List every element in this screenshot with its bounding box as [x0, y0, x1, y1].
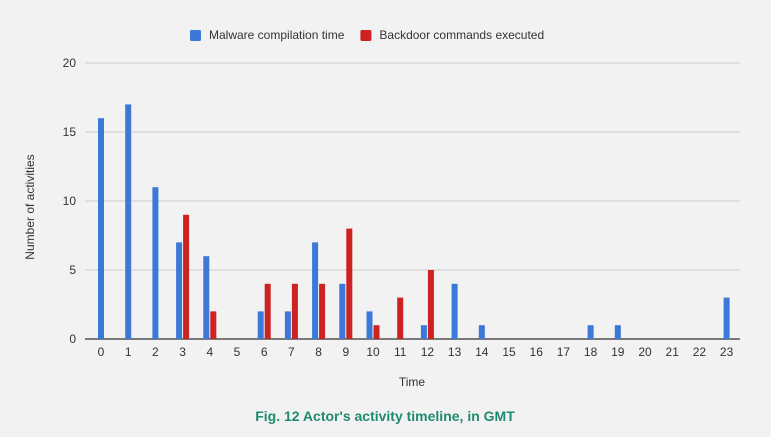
x-tick-label: 15	[502, 345, 516, 359]
malware-compilation-bar	[176, 242, 183, 339]
x-tick-label: 19	[611, 345, 625, 359]
x-tick-label: 14	[475, 345, 489, 359]
y-axis-ticks: 0 5 10 15 20	[63, 56, 77, 346]
backdoor-commands-bar	[373, 325, 380, 339]
malware-compilation-bar	[478, 325, 485, 339]
x-tick-label: 8	[315, 345, 322, 359]
y-tick-label: 0	[69, 332, 76, 346]
y-axis-title: Number of activities	[23, 154, 37, 259]
malware-compilation-bar	[339, 283, 346, 339]
y-tick-label: 20	[63, 56, 77, 70]
x-tick-label: 4	[206, 345, 213, 359]
malware-compilation-bar	[125, 104, 132, 340]
x-tick-label: 23	[720, 345, 734, 359]
x-tick-label: 9	[342, 345, 349, 359]
x-tick-label: 1	[125, 345, 132, 359]
malware-compilation-bar	[152, 187, 159, 339]
bars	[98, 104, 730, 340]
malware-compilation-bar	[284, 311, 291, 339]
malware-compilation-bar	[312, 242, 319, 339]
x-tick-label: 2	[152, 345, 159, 359]
x-tick-label: 16	[530, 345, 544, 359]
x-tick-label: 10	[366, 345, 380, 359]
x-tick-label: 0	[98, 345, 105, 359]
figure-caption: Fig. 12 Actor's activity timeline, in GM…	[255, 408, 515, 424]
gridlines	[85, 62, 740, 340]
backdoor-commands-bar	[346, 228, 353, 339]
x-tick-label: 17	[557, 345, 571, 359]
malware-compilation-bar	[98, 118, 104, 339]
y-tick-label: 15	[63, 125, 77, 139]
backdoor-commands-bar	[183, 214, 190, 339]
malware-compilation-bar	[420, 325, 427, 339]
malware-compilation-bar	[587, 325, 594, 339]
y-tick-label: 5	[69, 263, 76, 277]
y-tick-label: 10	[63, 194, 77, 208]
x-axis-title: Time	[399, 375, 426, 389]
legend-swatch	[190, 30, 201, 41]
malware-compilation-bar	[723, 297, 730, 339]
x-tick-label: 6	[261, 345, 268, 359]
legend-label: Backdoor commands executed	[379, 28, 544, 42]
backdoor-commands-bar	[291, 283, 298, 339]
x-tick-label: 11	[394, 345, 407, 359]
malware-compilation-bar	[366, 311, 373, 339]
x-tick-label: 7	[288, 345, 295, 359]
legend: Malware compilation time Backdoor command…	[190, 28, 544, 42]
x-tick-label: 12	[421, 345, 435, 359]
x-tick-label: 3	[179, 345, 186, 359]
x-axis-ticks: 0 1 2 3 4 5 6 7 8 9 10 11 12 13 14 15 16 17 18 19 20 21 22 23	[98, 345, 734, 359]
x-tick-label: 21	[666, 345, 680, 359]
malware-compilation-bar	[257, 311, 264, 339]
x-tick-label: 13	[448, 345, 462, 359]
legend-swatch	[360, 30, 372, 41]
x-tick-label: 18	[584, 345, 598, 359]
malware-compilation-bar	[451, 283, 458, 339]
malware-compilation-bar	[203, 256, 210, 339]
backdoor-commands-bar	[397, 297, 404, 339]
backdoor-commands-bar	[427, 270, 434, 339]
malware-compilation-bar	[614, 325, 621, 339]
backdoor-commands-bar	[319, 283, 326, 339]
backdoor-commands-bar	[210, 311, 217, 339]
x-tick-label: 22	[693, 345, 707, 359]
x-tick-label: 5	[234, 345, 241, 359]
backdoor-commands-bar	[264, 283, 271, 339]
legend-label: Malware compilation time	[209, 28, 345, 42]
x-tick-label: 20	[638, 345, 652, 359]
